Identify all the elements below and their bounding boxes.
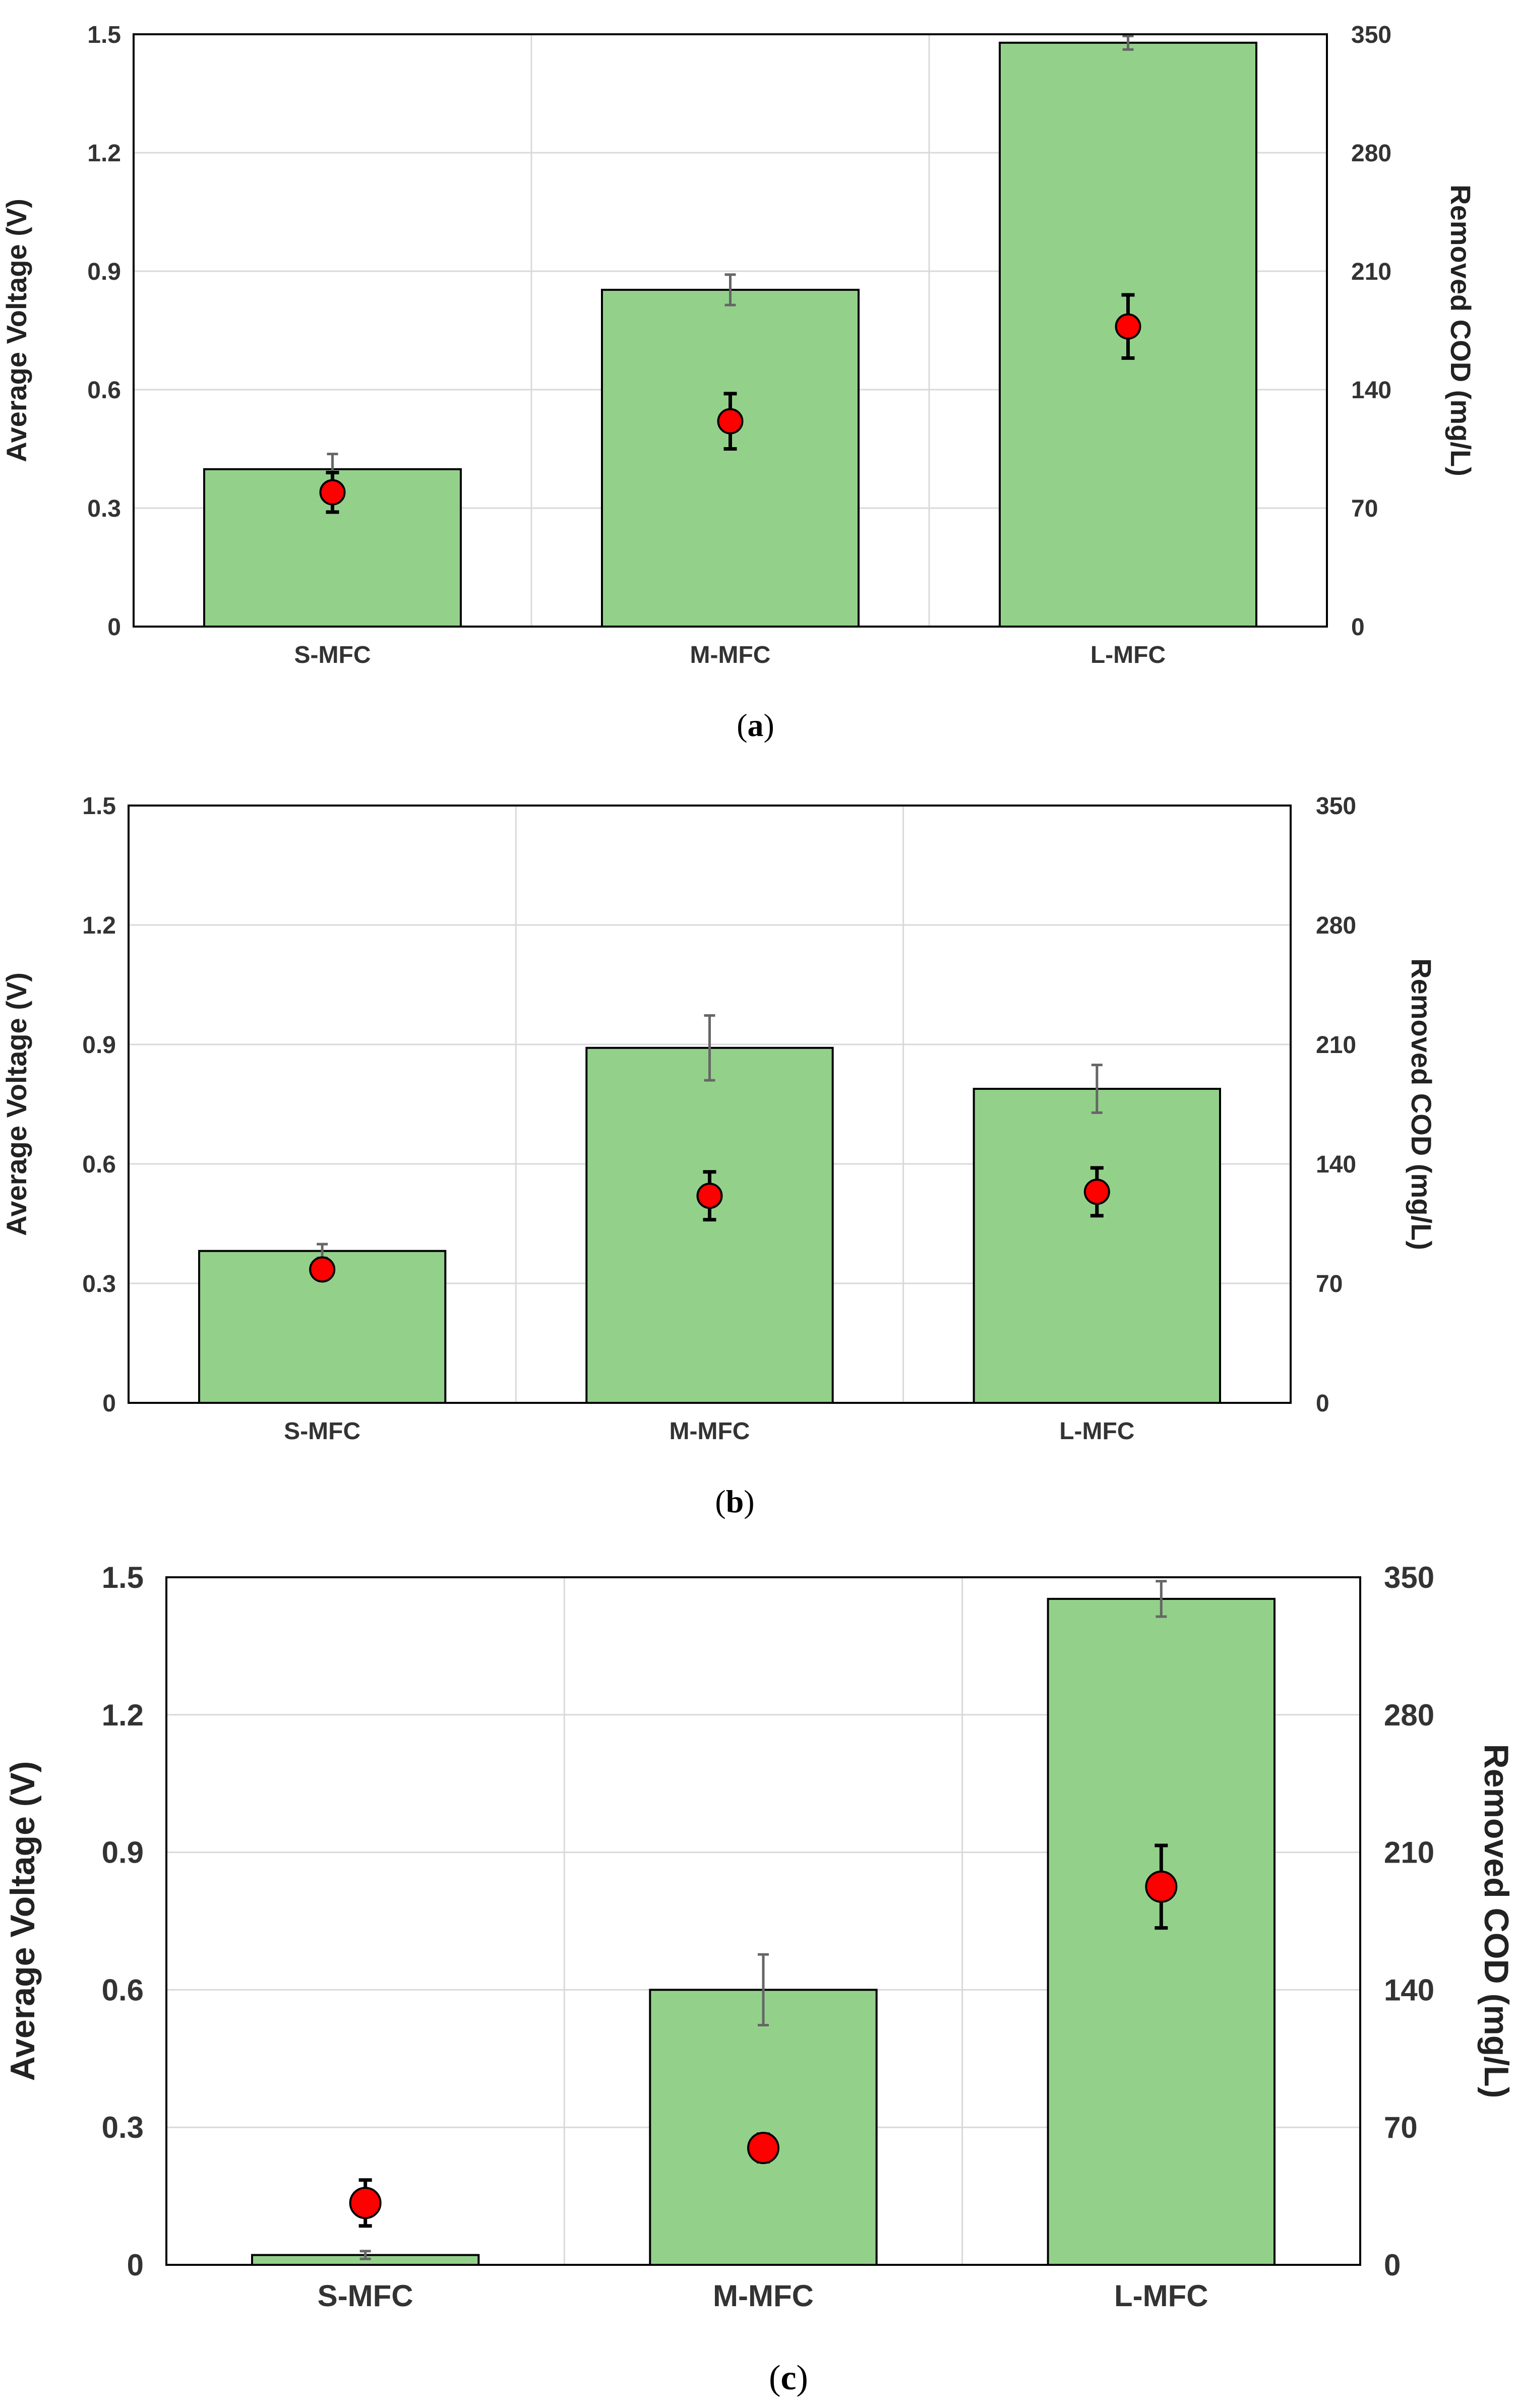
y-tick-label: 0.3 <box>102 2111 144 2144</box>
y2-tick-label: 210 <box>1316 1032 1356 1059</box>
y-tick-label: 1.2 <box>102 1698 144 1732</box>
y2-tick-label: 210 <box>1351 259 1391 285</box>
bar-m-mfc <box>649 1989 878 2266</box>
y-tick-label: 1.2 <box>87 140 121 167</box>
chart-panel-1: 0 0 0.3 70 0.6 140 0.9 210 1.2 280 1.5 350 S-MFC M-MF… <box>1 22 1477 743</box>
y2-tick-label: 70 <box>1351 496 1378 522</box>
panel-label: (a) <box>737 707 774 743</box>
y2-tick-label: 350 <box>1316 793 1356 820</box>
voltage-point-m-mfc <box>717 408 744 435</box>
bar-m-mfc <box>585 1046 834 1404</box>
y-tick-label: 0.6 <box>87 377 121 404</box>
y-tick-label: 1.2 <box>82 912 116 939</box>
y-tick-label: 0.3 <box>82 1271 116 1298</box>
x-tick-label: L-MFC <box>1090 642 1166 668</box>
plot-frame <box>128 805 1292 1404</box>
panel-label: (c) <box>769 2359 808 2397</box>
bar-m-mfc <box>601 288 860 628</box>
voltage-point-s-mfc <box>309 1256 336 1283</box>
y-tick-label: 1.5 <box>87 22 121 48</box>
bar-l-mfc <box>1047 1597 1276 2266</box>
y-axis-title: Average Voltage (V) <box>1 199 32 462</box>
y-axis-title: Average Voltage (V) <box>1 972 32 1236</box>
y2-axis-title: Removed COD (mg/L) <box>1445 184 1477 476</box>
x-tick-label: S-MFC <box>284 1418 360 1445</box>
voltage-point-l-mfc <box>1083 1179 1110 1205</box>
y-tick-label: 0.9 <box>87 259 121 285</box>
y2-tick-label: 70 <box>1384 2111 1418 2144</box>
voltage-point-m-mfc <box>696 1183 723 1209</box>
plot-frame <box>165 1576 1361 2266</box>
y-tick-label: 1.5 <box>82 793 116 820</box>
y2-tick-label: 350 <box>1384 1561 1434 1594</box>
x-tick-label: S-MFC <box>318 2279 413 2313</box>
voltage-point-l-mfc <box>1115 313 1141 340</box>
chart-panel-2: 0 0 0.3 70 0.6 140 0.9 210 1.2 280 1.5 350 S-MFC M-MF… <box>1 793 1437 1519</box>
x-tick-label: S-MFC <box>294 642 371 668</box>
y2-tick-label: 140 <box>1351 377 1391 404</box>
voltage-point-l-mfc <box>1145 1870 1178 1903</box>
y2-tick-label: 0 <box>1351 614 1365 641</box>
y2-tick-label: 140 <box>1316 1151 1356 1178</box>
y-tick-label: 1.5 <box>102 1561 144 1594</box>
y2-tick-label: 210 <box>1384 1836 1434 1870</box>
x-tick-label: L-MFC <box>1114 2279 1208 2313</box>
y2-tick-label: 0 <box>1384 2248 1401 2282</box>
voltage-point-s-mfc <box>319 479 346 506</box>
voltage-point-m-mfc <box>747 2132 779 2165</box>
y-tick-label: 0.3 <box>87 496 121 522</box>
x-tick-label: M-MFC <box>713 2279 814 2313</box>
x-tick-label: L-MFC <box>1059 1418 1134 1445</box>
y2-axis-title: Removed COD (mg/L) <box>1477 1744 1515 2098</box>
y2-tick-label: 70 <box>1316 1271 1343 1298</box>
x-tick-label: M-MFC <box>670 1418 750 1445</box>
y-tick-label: 0 <box>102 1390 116 1417</box>
y2-tick-label: 350 <box>1351 22 1391 48</box>
y-tick-label: 0.6 <box>82 1151 116 1178</box>
y2-tick-label: 280 <box>1384 1698 1434 1732</box>
voltage-point-s-mfc <box>349 2187 382 2219</box>
panel-label: (b) <box>715 1484 754 1519</box>
y-tick-label: 0.9 <box>102 1836 144 1870</box>
chart-panel-3: 0 0 0.3 70 0.6 140 0.9 210 1.2 280 1.5 350 S-MFC M-MF… <box>4 1561 1515 2397</box>
bar-l-mfc <box>973 1088 1221 1404</box>
y-axis-title: Average Voltage (V) <box>4 1761 42 2081</box>
y2-tick-label: 140 <box>1384 1973 1434 2007</box>
y-tick-label: 0 <box>127 2248 144 2282</box>
y2-tick-label: 280 <box>1316 912 1356 939</box>
y2-tick-label: 0 <box>1316 1390 1329 1417</box>
y-tick-label: 0 <box>107 614 121 641</box>
y2-tick-label: 280 <box>1351 140 1391 167</box>
y-tick-label: 0.9 <box>82 1032 116 1059</box>
plot-frame <box>133 33 1328 628</box>
y-tick-label: 0.6 <box>102 1973 144 2007</box>
y2-axis-title: Removed COD (mg/L) <box>1406 958 1437 1250</box>
x-tick-label: M-MFC <box>690 642 771 668</box>
